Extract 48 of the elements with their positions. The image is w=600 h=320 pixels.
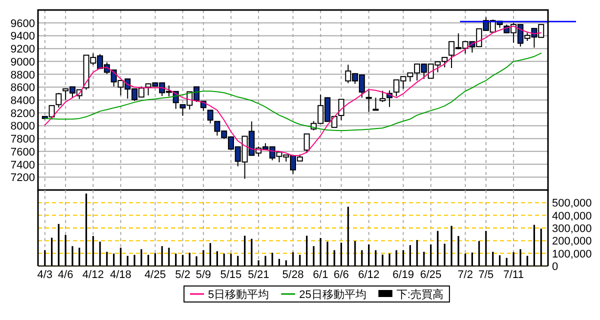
y-tick-label: 7800 xyxy=(10,134,35,146)
y-tick-label: 300,000 xyxy=(552,223,592,235)
x-tick-label: 6/6 xyxy=(334,269,349,281)
legend-label: 25日移動平均 xyxy=(299,289,366,301)
x-tick-label: 5/21 xyxy=(248,269,270,281)
y-tick-label: 7600 xyxy=(10,146,35,158)
x-tick-label: 5/15 xyxy=(220,269,242,281)
candlestick xyxy=(56,92,62,108)
candlestick xyxy=(338,98,344,121)
candlestick xyxy=(380,90,386,102)
y-tick-label: 100,000 xyxy=(552,248,592,260)
x-tick-label: 5/28 xyxy=(282,269,304,281)
x-tick-label: 6/12 xyxy=(358,269,380,281)
y-tick-label: 8800 xyxy=(10,69,35,82)
y-tick-label: 9200 xyxy=(10,44,35,56)
x-tick-label: 4/3 xyxy=(37,269,53,281)
candlestick xyxy=(207,109,214,124)
x-tick-label: 5/2 xyxy=(175,269,190,281)
x-tick-label: 7/5 xyxy=(478,269,494,281)
x-tick-label: 7/2 xyxy=(458,269,473,281)
y-tick-label: 8200 xyxy=(10,108,35,120)
legend-label: 5日移動平均 xyxy=(208,289,270,301)
y-tick-label: 9400 xyxy=(10,30,35,43)
candlestick xyxy=(304,133,310,154)
legend-label: 下:売買高 xyxy=(396,288,444,301)
x-tick-label: 6/25 xyxy=(420,269,442,281)
candlestick xyxy=(366,90,372,112)
x-tick-label: 4/25 xyxy=(144,269,166,281)
x-tick-label: 5/9 xyxy=(196,269,212,281)
y-tick-label: 8600 xyxy=(10,82,35,94)
x-tick-label: 6/1 xyxy=(312,269,328,281)
y-tick-label: 9600 xyxy=(10,18,35,30)
y-tick-label: 8400 xyxy=(10,95,35,107)
x-tick-label: 4/12 xyxy=(82,269,104,281)
x-tick-label: 4/6 xyxy=(58,269,74,281)
y-tick-label: 400,000 xyxy=(552,210,592,222)
candlestick xyxy=(372,97,379,111)
y-tick-label: 200,000 xyxy=(552,236,592,248)
y-tick-label: 7200 xyxy=(10,172,35,184)
y-tick-label: 8000 xyxy=(10,120,35,133)
y-tick-label: 9000 xyxy=(10,56,35,68)
x-tick-label: 7/11 xyxy=(503,269,524,281)
y-tick-label: 0 xyxy=(552,261,558,273)
line-series xyxy=(44,52,542,132)
x-tick-label: 4/18 xyxy=(110,269,132,281)
x-tick-label: 6/19 xyxy=(392,269,414,281)
y-tick-label: 7400 xyxy=(10,159,35,172)
y-tick-label: 500,000 xyxy=(552,198,592,210)
